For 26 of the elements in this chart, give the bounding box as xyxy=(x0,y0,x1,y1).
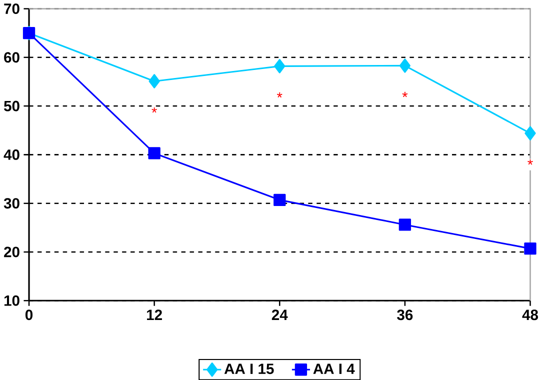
annotation: * xyxy=(152,107,157,113)
point xyxy=(398,218,412,231)
x-tick-label: 12 xyxy=(147,309,162,320)
y-tick-label: 70 xyxy=(4,3,20,14)
x-tick-label: 24 xyxy=(272,309,288,320)
annotation: * xyxy=(276,92,282,98)
x-tick-label: 36 xyxy=(397,309,413,320)
legend-label: AA I 4 xyxy=(313,364,355,374)
point xyxy=(524,242,536,255)
point xyxy=(148,74,160,88)
point xyxy=(274,194,286,206)
point xyxy=(148,147,160,160)
y-tick-label: 10 xyxy=(4,295,20,306)
point xyxy=(524,126,536,140)
legend-label: AA I 15 xyxy=(224,364,274,374)
y-tick-label: 40 xyxy=(4,149,20,160)
y-tick-label: 50 xyxy=(4,100,20,112)
annotation: * xyxy=(528,159,533,165)
y-tick-label: 60 xyxy=(4,52,20,63)
y-tick-label: 20 xyxy=(4,246,20,258)
point xyxy=(399,58,410,73)
y-tick-label: 30 xyxy=(4,198,20,208)
x-tick-label: 48 xyxy=(522,309,538,320)
x-tick-label: 0 xyxy=(25,309,33,320)
point xyxy=(274,58,286,74)
annotation: * xyxy=(402,92,408,97)
